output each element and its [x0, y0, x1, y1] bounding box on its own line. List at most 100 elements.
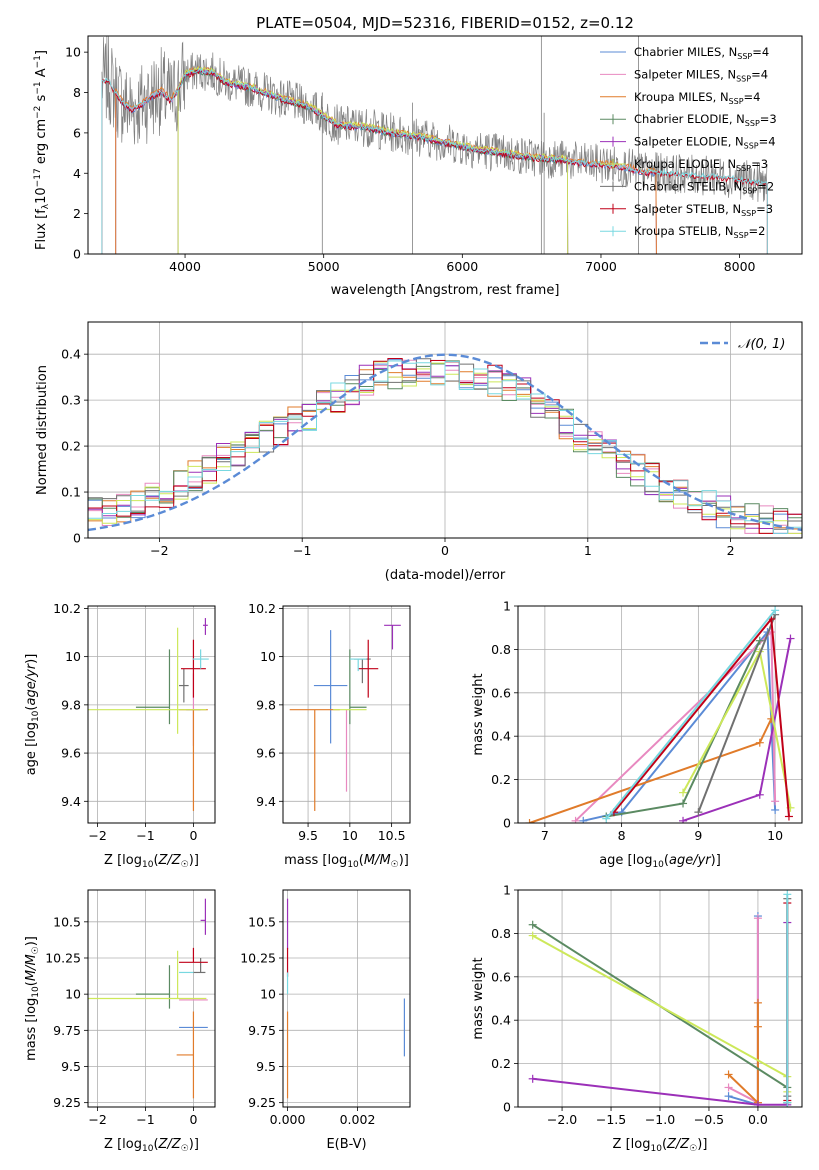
marker-chabrier_miles: [724, 1092, 733, 1101]
axes-frame: [282, 605, 411, 824]
x-tick-label: 0.002: [340, 1112, 376, 1127]
x-tick-label: 7000: [585, 259, 617, 274]
panel-age-vs-mass: 9.5 10 10.5 9.4 9.6 9.8 10 10.2 mass [log10(M/M☉…: [248, 601, 411, 870]
x-axis-label: (data-model)/error: [385, 568, 506, 583]
marker-chabrier_miles: [579, 816, 588, 823]
errorbar-point-kroupa_miles: [289, 709, 340, 811]
model-spectrum-salpeter_elodie: [177, 66, 569, 254]
x-tick-label: 0.000: [270, 1112, 306, 1127]
x-axis-label: wavelength [Angstrom, rest frame]: [331, 283, 560, 298]
marker-salpeter_elodie: [755, 790, 764, 799]
y-tick-label: 10.2: [248, 601, 276, 616]
x-tick-label: −1.5: [596, 1112, 626, 1127]
x-tick-label: −2: [150, 543, 168, 558]
axes-frame: [87, 35, 803, 255]
errorbar-point-chabrier_elodie: [135, 649, 171, 725]
y-tick-label: 9.75: [53, 1023, 81, 1038]
x-tick-label: 0: [189, 1112, 197, 1127]
x-axis-label: E(B-V): [326, 1137, 366, 1152]
marker-kroupa_elodie: [679, 788, 688, 797]
marker-chabrier_elodie: [528, 920, 537, 929]
x-axis-label: mass [log10(M/M☉)]: [284, 853, 409, 870]
marker-kroupa_miles: [525, 819, 534, 823]
panel-spectrum: 4000 5000 6000 7000 8000 0 2 4 6 8 10 wavelength [A…: [33, 35, 803, 298]
y-axis-label: Normed distribution: [35, 365, 50, 495]
x-tick-label: −1: [136, 1112, 154, 1127]
errorbar-point-salpeter_stelib: [179, 947, 208, 963]
x-tick-label: 9.5: [298, 828, 318, 843]
x-tick-label: 0: [189, 828, 197, 843]
marker-chabrier_miles: [771, 805, 780, 814]
errorbar-point-salpeter_elodie: [200, 898, 207, 935]
marker-kroupa_stelib: [602, 814, 611, 823]
y-tick-label: 10: [65, 45, 81, 60]
errorbar-point-salpeter_stelib: [358, 639, 379, 698]
y-tick-label: 0.2: [491, 772, 511, 787]
marker-salpeter_miles: [771, 797, 780, 806]
x-tick-label: 2: [727, 543, 735, 558]
mass-weight-line-chabrier_stelib: [697, 614, 777, 813]
y-tick-label: 10: [260, 987, 276, 1002]
axes-frame: [282, 889, 411, 1108]
x-tick-label: 10: [342, 828, 358, 843]
x-tick-label: −2: [88, 1112, 106, 1127]
legend-label-normal-curve: 𝒩(0, 1): [738, 337, 785, 352]
marker-kroupa_miles: [724, 1070, 733, 1079]
errorbar-point-salpeter_stelib: [180, 639, 206, 698]
errorbar-point-chabrier_elodie: [349, 649, 367, 725]
marker-salpeter_miles: [571, 816, 580, 823]
legend-label-salpeter_elodie: Salpeter ELODIE, NSSP=4: [634, 135, 776, 151]
marker-salpeter_elodie: [753, 1100, 762, 1107]
y-tick-label: 6: [73, 125, 81, 140]
y-tick-label: 10.2: [53, 601, 81, 616]
y-tick-label: 10.25: [240, 950, 276, 965]
errorbar-point-chabrier_miles: [313, 630, 348, 744]
errorbar-point-kroupa_stelib: [192, 649, 209, 669]
x-axis-label: Z [log10(Z/Z☉)]: [613, 1137, 708, 1154]
x-axis-label: Z [log10(Z/Z☉)]: [104, 853, 199, 870]
x-tick-label: −0.5: [694, 1112, 724, 1127]
axes-frame: [87, 321, 803, 539]
y-tick-label: 0: [503, 1100, 511, 1115]
x-axis-label: Z [log10(Z/Z☉)]: [104, 1137, 199, 1154]
marker-chabrier_stelib: [694, 808, 703, 817]
y-axis-label: Flux [fλ10−17 erg cm−2 s−1 A−1]: [33, 50, 51, 250]
x-tick-label: 4000: [169, 259, 201, 274]
y-tick-label: 0.2: [491, 1056, 511, 1071]
y-tick-label: 0.3: [61, 393, 81, 408]
panel-mass-weight-vs-Z: −2.0 −1.5 −1.0 −0.5 0.0 0 0.2 0.4 0.6 0.8 1 Z [log1…: [471, 883, 803, 1154]
y-tick-label: 2: [73, 206, 81, 221]
marker-kroupa_stelib: [771, 606, 780, 615]
plot-area-mass-vs-Z: [88, 898, 208, 1099]
x-tick-label: 6000: [446, 259, 478, 274]
y-tick-label: 9.6: [256, 746, 276, 761]
x-tick-label: 9: [694, 828, 702, 843]
figure-title: PLATE=0504, MJD=52316, FIBERID=0152, z=0…: [256, 14, 634, 32]
plot-area-age-vs-Z: [88, 618, 209, 811]
panel-mass-vs-Z: −2 −1 0 9.25 9.5 9.75 10 10.25 10.5 Z [log10(Z/Z☉…: [24, 889, 216, 1154]
legend-label-salpeter_stelib: Salpeter STELIB, NSSP=3: [634, 202, 773, 218]
errorbar-point-kroupa_elodie: [88, 627, 207, 734]
y-tick-label: 10: [65, 987, 81, 1002]
legend-label-kroupa_elodie: Kroupa ELODIE, NSSP=3: [634, 157, 768, 173]
y-tick-label: 8: [73, 85, 81, 100]
errorbar-point-salpeter_elodie: [203, 618, 208, 635]
y-tick-label: 0.6: [491, 685, 511, 700]
marker-kroupa_stelib: [783, 890, 792, 899]
y-tick-label: 0.6: [491, 969, 511, 984]
x-tick-label: 8: [618, 828, 626, 843]
axes-frame: [517, 605, 803, 824]
x-tick-label: 10.5: [378, 828, 406, 843]
errorbar-point-chabrier_stelib: [193, 957, 206, 974]
errorbar-point-chabrier_elodie: [135, 965, 171, 1009]
y-tick-label: 1: [503, 883, 511, 898]
y-tick-label: 9.25: [248, 1095, 276, 1110]
marker-kroupa_stelib: [783, 1098, 792, 1107]
y-axis-label: age [log10(age/yr)]: [24, 654, 41, 776]
y-tick-label: 10.5: [248, 914, 276, 929]
marker-kroupa_miles: [753, 998, 762, 1007]
panel-mass-vs-ebv: 0.000 0.002 9.25 9.5 9.75 10 10.25 10.5: [240, 889, 411, 1127]
y-tick-label: 10: [65, 649, 81, 664]
y-tick-label: 9.4: [61, 794, 81, 809]
